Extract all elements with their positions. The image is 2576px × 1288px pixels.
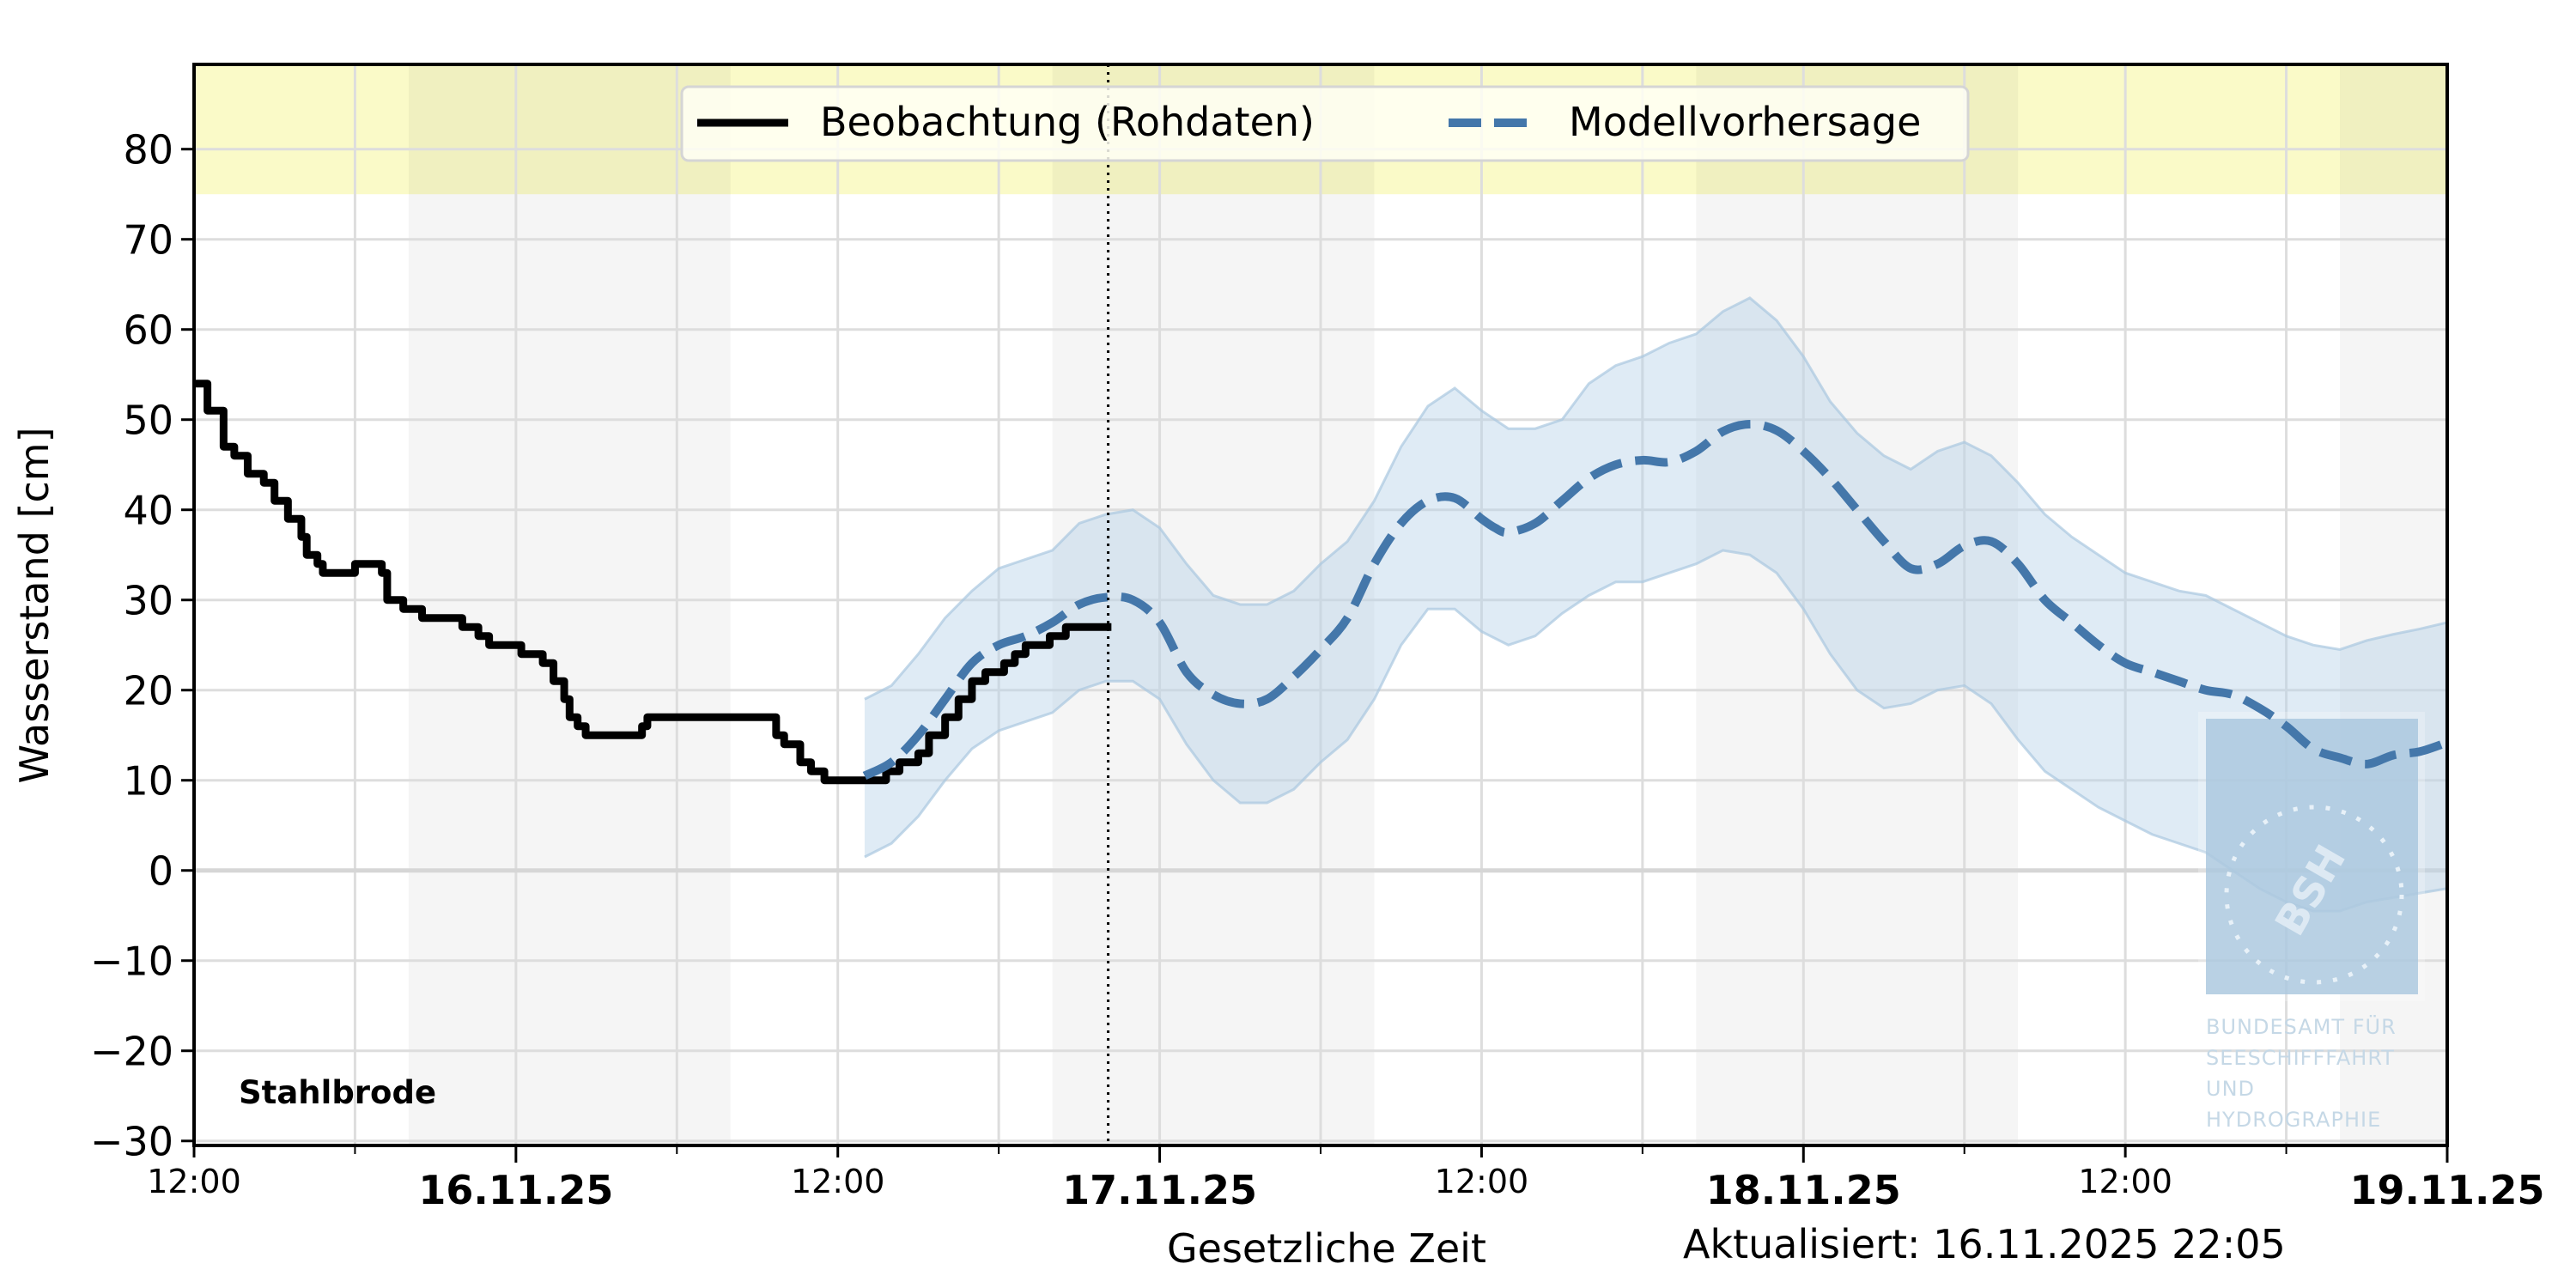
watermark-line-3: UND <box>2206 1077 2255 1101</box>
y-tick-label: −10 <box>90 939 173 985</box>
x-time-label: 12:00 <box>2078 1163 2172 1200</box>
y-tick-label: 80 <box>123 127 173 173</box>
observation-line <box>194 380 1112 785</box>
x-date-label: 19.11.25 <box>2350 1167 2545 1213</box>
station-name: Stahlbrode <box>239 1074 436 1111</box>
bsh-logo-ring-icon <box>2224 805 2404 985</box>
bsh-logo-box <box>2206 719 2418 994</box>
legend-forecast-label: Modellvorhersage <box>1569 99 1921 145</box>
legend-observation-label: Beobachtung (Rohdaten) <box>820 99 1315 145</box>
bsh-watermark: BSH BUNDESAMT FÜR SEESCHIFFFAHRT UND HYD… <box>2198 712 2425 1132</box>
y-tick-label: 20 <box>123 668 173 714</box>
legend-box <box>680 85 1970 162</box>
y-tick-label: −20 <box>90 1029 173 1075</box>
watermark-line-2: SEESCHIFFFAHRT <box>2206 1046 2395 1070</box>
y-tick-label: 70 <box>123 217 173 264</box>
axes: −30 −20 −10 0 10 20 30 40 50 60 70 80 12:00 16.11.25 1… <box>90 127 2545 1213</box>
y-tick-label: 60 <box>123 307 173 354</box>
y-tick-label: 50 <box>123 398 173 444</box>
forecast-line <box>862 419 2449 781</box>
updated-timestamp: Aktualisiert: 16.11.2025 22:05 <box>1683 1221 2286 1267</box>
data-series <box>194 380 2449 785</box>
x-time-label: 12:00 <box>791 1163 885 1200</box>
grid-lines <box>194 64 2447 1145</box>
x-date-label: 17.11.25 <box>1062 1167 1257 1213</box>
x-date-label: 18.11.25 <box>1706 1167 1901 1213</box>
y-tick-label: −30 <box>90 1119 173 1165</box>
y-tick-label: 40 <box>123 488 173 534</box>
uncertainty-area <box>864 297 2447 911</box>
x-axis-label: Gesetzliche Zeit <box>1167 1225 1486 1272</box>
y-axis-label: Wasserstand [cm] <box>11 427 58 783</box>
watermark-line-4: HYDROGRAPHIE <box>2206 1108 2381 1132</box>
night-band <box>408 64 731 1145</box>
watermark-line-1: BUNDESAMT FÜR <box>2206 1014 2397 1039</box>
x-date-label: 16.11.25 <box>418 1167 613 1213</box>
x-time-label: 12:00 <box>1435 1163 1529 1200</box>
y-tick-label: 10 <box>123 758 173 805</box>
forecast-uncertainty-band <box>864 296 2448 913</box>
legend: Beobachtung (Rohdaten) Modellvorhersage <box>680 85 1970 162</box>
x-time-label: 12:00 <box>147 1163 241 1200</box>
y-tick-label: 30 <box>123 578 173 624</box>
y-tick-label: 0 <box>149 848 173 895</box>
